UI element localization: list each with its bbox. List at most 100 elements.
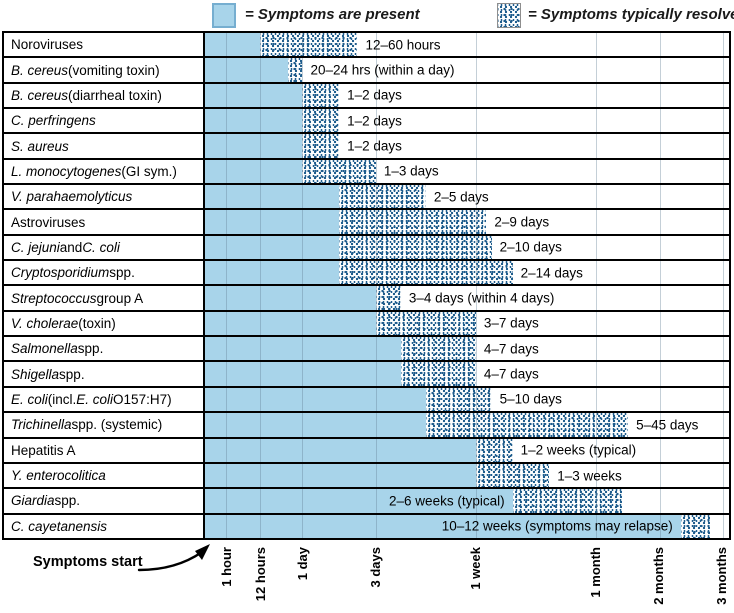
symptoms-resolve-bar bbox=[425, 413, 629, 437]
x-tick-label: 2 months bbox=[651, 547, 667, 605]
gridline bbox=[659, 109, 661, 133]
organism-name-plain: (vomiting toxin) bbox=[68, 62, 160, 78]
organism-label: C. cayetanensis bbox=[4, 514, 205, 538]
duration-label: 2–5 days bbox=[433, 189, 489, 205]
row-plot: 20–24 hrs (within a day) bbox=[205, 58, 729, 82]
gridline bbox=[375, 109, 377, 133]
row-plot: 1–3 days bbox=[205, 159, 729, 184]
gridline bbox=[475, 109, 477, 133]
gridline bbox=[659, 185, 661, 209]
gridline bbox=[260, 489, 262, 513]
gridline bbox=[302, 33, 304, 57]
symptoms-present-bar bbox=[205, 83, 303, 108]
symptoms-resolve-bar bbox=[302, 134, 340, 158]
gridline bbox=[225, 261, 227, 285]
gridline bbox=[375, 235, 377, 260]
organism-name-italic: C. coli bbox=[82, 239, 120, 255]
gridline bbox=[260, 311, 262, 336]
organism-label: Trichinella spp. (systemic) bbox=[4, 413, 205, 437]
organism-name-plain: (GI sym.) bbox=[121, 163, 177, 179]
gridline bbox=[659, 261, 661, 285]
duration-label: 1–2 days bbox=[347, 113, 402, 129]
gridline bbox=[375, 261, 377, 285]
gridline bbox=[260, 438, 262, 462]
gridline bbox=[375, 387, 377, 412]
gridline bbox=[260, 463, 262, 488]
gridline bbox=[722, 109, 724, 133]
organism-name-italic: Trichinella bbox=[11, 417, 72, 433]
gridline bbox=[225, 514, 227, 538]
x-tick-label: 3 months bbox=[713, 547, 729, 605]
gridline bbox=[225, 210, 227, 234]
table-row: V. cholerae (toxin) 3–7 days bbox=[4, 311, 729, 338]
symptoms-present-bar bbox=[205, 311, 376, 336]
x-tick-label: 1 day bbox=[295, 547, 311, 581]
organism-name-plain: spp. bbox=[54, 493, 81, 509]
duration-label: 3–4 days (within 4 days) bbox=[408, 290, 555, 306]
organism-name-italic: Salmonella bbox=[11, 341, 78, 357]
gridline bbox=[722, 235, 724, 260]
duration-label: 2–10 days bbox=[499, 239, 562, 255]
gridline bbox=[475, 489, 477, 513]
organism-label: Cryptosporidium spp. bbox=[4, 261, 205, 285]
gridline bbox=[375, 514, 377, 538]
organism-name-plain: spp. bbox=[77, 341, 104, 357]
gridline bbox=[260, 261, 262, 285]
table-row: E. coli (incl. E. coli O157:H7) 5–10 days bbox=[4, 387, 729, 414]
gridline bbox=[722, 159, 724, 184]
gridline bbox=[260, 83, 262, 108]
symptoms-present-bar bbox=[205, 463, 476, 488]
organism-name-plain: spp. (systemic) bbox=[71, 417, 163, 433]
organism-name-italic: Cryptosporidium bbox=[11, 265, 110, 281]
legend-swatch-symptoms-present bbox=[212, 3, 236, 28]
table-row: Cryptosporidium spp. 2–14 days bbox=[4, 261, 729, 287]
gridline bbox=[475, 33, 477, 57]
gridline bbox=[722, 210, 724, 234]
symptoms-present-bar bbox=[205, 159, 303, 184]
gridline bbox=[475, 185, 477, 209]
table-row: Astroviruses 2–9 days bbox=[4, 210, 729, 236]
duration-label: 1–2 days bbox=[347, 138, 402, 154]
symptoms-resolve-bar bbox=[339, 261, 513, 285]
gridline bbox=[260, 337, 262, 361]
gridline bbox=[475, 463, 477, 488]
gridline bbox=[260, 185, 262, 209]
organism-label: E. coli (incl. E. coli O157:H7) bbox=[4, 387, 205, 412]
gridline bbox=[375, 362, 377, 386]
symptoms-resolve-bar bbox=[400, 337, 476, 361]
duration-label: 10–12 weeks (symptoms may relapse) bbox=[441, 518, 673, 534]
gridline bbox=[375, 210, 377, 234]
duration-label: 5–10 days bbox=[499, 391, 562, 407]
row-plot: 1–2 days bbox=[205, 109, 729, 133]
organism-name-plain: spp. bbox=[59, 366, 85, 382]
organism-label: S. aureus bbox=[4, 134, 205, 158]
gridline bbox=[722, 286, 724, 310]
organism-label: Y. enterocolitica bbox=[4, 463, 205, 488]
axis-origin-label: Symptoms start bbox=[33, 554, 143, 570]
gridline bbox=[302, 185, 304, 209]
table-row: C. perfringens 1–2 days bbox=[4, 109, 729, 135]
gridline bbox=[659, 159, 661, 184]
gridline bbox=[722, 489, 724, 513]
organism-name-plain: O157:H7) bbox=[113, 391, 172, 407]
organism-name-italic: B. cereus bbox=[11, 62, 69, 78]
organism-label: C. jejuni and C. coli bbox=[4, 235, 205, 260]
gridline bbox=[302, 438, 304, 462]
gridline bbox=[596, 337, 598, 361]
symptoms-present-bar bbox=[205, 514, 681, 538]
organism-name-plain: group A bbox=[96, 290, 144, 306]
gridline bbox=[475, 311, 477, 336]
gridline bbox=[375, 83, 377, 108]
organism-name-plain: (toxin) bbox=[78, 315, 116, 331]
row-plot: 12–60 hours bbox=[205, 33, 729, 57]
symptoms-resolve-bar bbox=[475, 438, 513, 462]
legend-label-symptoms-resolve: = Symptoms typically resolve bbox=[528, 6, 734, 23]
gridline bbox=[260, 210, 262, 234]
gridline bbox=[375, 134, 377, 158]
gridline bbox=[475, 286, 477, 310]
gridline bbox=[375, 185, 377, 209]
gridline bbox=[659, 210, 661, 234]
gridline bbox=[475, 387, 477, 412]
symptoms-resolve-bar bbox=[302, 83, 340, 108]
gridline bbox=[475, 362, 477, 386]
